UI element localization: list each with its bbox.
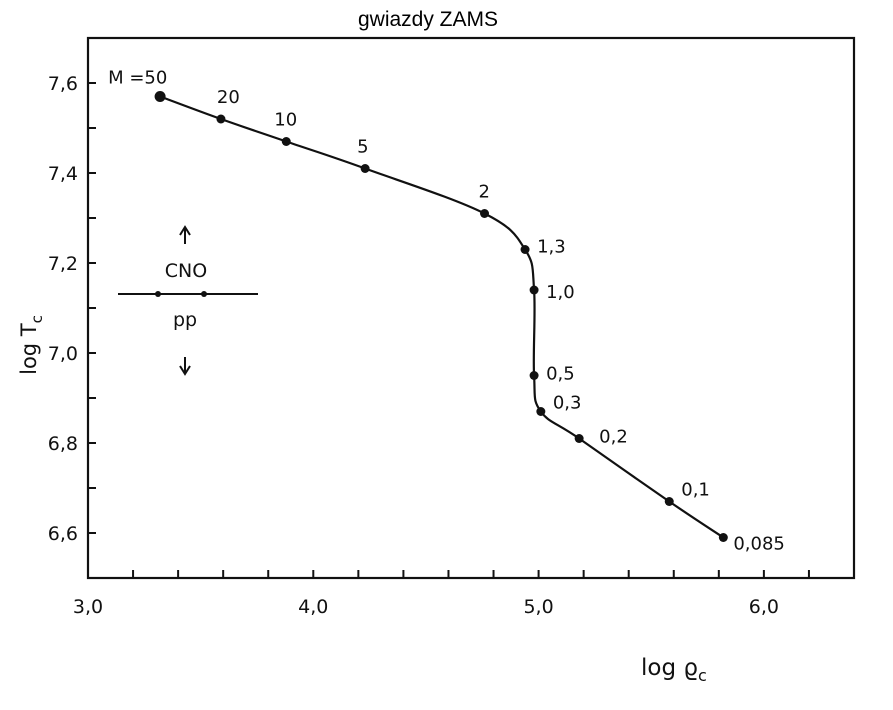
data-point [664, 497, 674, 506]
boundary-dot-left [155, 291, 161, 297]
data-point-label: M =50 [108, 68, 167, 89]
data-point-label: 1,3 [537, 237, 566, 258]
y-tick-label: 6,8 [48, 433, 78, 455]
x-axis-label: log ϱc [641, 655, 707, 685]
data-point [281, 137, 291, 146]
svg-text:log Tc: log Tc [17, 315, 46, 375]
x-axis-label-main: log ϱ [641, 655, 698, 681]
y-tick-label: 6,6 [48, 523, 78, 545]
x-tick-label: 6,0 [749, 596, 779, 618]
data-point [480, 209, 490, 218]
x-tick-label: 3,0 [73, 596, 103, 618]
data-point [574, 434, 584, 443]
data-points: M =50 20 10 5 2 1,3 1,0 0,5 0,3 0,2 0,1 0,085 [108, 68, 785, 555]
x-axis-label-sub: c [698, 666, 707, 685]
zams-curve [159, 95, 724, 539]
x-axis: 3,0 4,0 5,0 6,0 [73, 570, 810, 618]
pp-label: pp [173, 309, 197, 331]
data-point [529, 285, 539, 295]
x-tick-label: 5,0 [523, 596, 553, 618]
y-tick-label: 7,4 [48, 163, 78, 185]
y-axis-label-sub: c [28, 315, 46, 323]
data-point [360, 164, 370, 173]
cno-pp-annotation: CNO pp [118, 225, 258, 376]
data-point-label: 0,2 [599, 427, 628, 448]
y-tick-label: 7,6 [48, 73, 78, 95]
data-point [154, 91, 166, 102]
data-point [529, 371, 539, 380]
cno-label: CNO [165, 260, 207, 282]
data-point-label: 10 [274, 110, 297, 131]
data-point-label: 0,5 [546, 364, 575, 385]
chart-title: gwiazdy ZAMS [357, 8, 499, 31]
svg-text:log ϱc: log ϱc [641, 655, 707, 685]
y-axis-label: log Tc [17, 315, 46, 375]
plot-frame [86, 36, 856, 580]
y-tick-label: 7,0 [48, 343, 78, 365]
boundary-dot-right [201, 291, 207, 297]
data-point-label: 0,1 [681, 480, 710, 501]
data-point-label: 0,3 [553, 393, 582, 414]
data-point-label: 5 [357, 137, 368, 158]
y-axis: 6,6 6,8 7,0 7,2 7,4 7,6 [48, 73, 96, 545]
y-axis-label-main: log T [17, 323, 41, 375]
data-point-label: 20 [217, 87, 240, 108]
data-point [216, 114, 226, 124]
down-arrowhead-icon [179, 365, 191, 376]
data-point [520, 245, 530, 254]
y-tick-label: 7,2 [48, 253, 78, 275]
data-point-label: 2 [479, 182, 490, 203]
data-point [536, 407, 546, 416]
up-arrowhead-icon [179, 225, 191, 236]
x-tick-label: 4,0 [298, 596, 328, 618]
data-point [718, 533, 728, 542]
data-point-label: 1,0 [546, 282, 575, 303]
data-point-label: 0,085 [733, 534, 785, 555]
